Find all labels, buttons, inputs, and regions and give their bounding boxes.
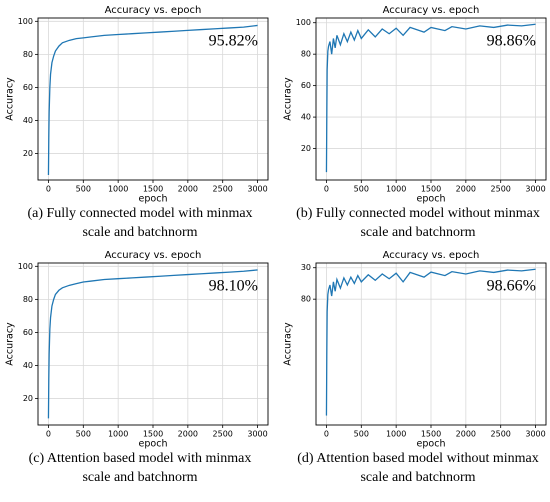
y-tick-label: 20: [23, 394, 33, 403]
x-tick-label: 500: [354, 430, 369, 439]
chart-title: Accuracy vs. epoch: [383, 5, 480, 16]
x-tick-label: 2000: [178, 185, 198, 194]
x-tick-label: 3000: [525, 185, 545, 194]
y-tick-label: 40: [23, 116, 33, 125]
y-tick-label: 100: [18, 17, 33, 26]
y-tick-label: 100: [18, 262, 33, 271]
y-tick-label: 40: [23, 361, 33, 370]
y-tick-label: 80: [301, 50, 311, 59]
x-tick-label: 1000: [108, 430, 128, 439]
x-tick-label: 1500: [143, 430, 163, 439]
x-tick-label: 2000: [456, 430, 476, 439]
x-tick-label: 3000: [247, 185, 267, 194]
x-tick-label: 1000: [386, 185, 406, 194]
x-tick-label: 500: [76, 430, 91, 439]
caption: scale and batchnorm: [360, 470, 475, 485]
chart-title: Accuracy vs. epoch: [105, 250, 202, 261]
x-tick-label: 500: [76, 185, 91, 194]
caption: (d) Attention based model without minmax: [297, 451, 538, 466]
caption: (a) Fully connected model with minmax: [27, 206, 252, 221]
x-tick-label: 1500: [143, 185, 163, 194]
x-tick-label: 1000: [386, 430, 406, 439]
accuracy-line: [47, 269, 258, 419]
annotation: 98.86%: [487, 33, 536, 50]
y-axis-label: Accuracy: [5, 322, 16, 366]
y-tick-label: 100: [296, 18, 311, 27]
x-axis-label: epoch: [417, 194, 446, 205]
y-tick-label: 40: [301, 113, 311, 122]
x-tick-label: 0: [324, 185, 329, 194]
caption: (b) Fully connected model without minmax: [296, 206, 540, 221]
y-tick-label: 20: [301, 144, 311, 153]
plot-frame: [37, 17, 269, 181]
x-tick-label: 1000: [108, 185, 128, 194]
caption: (c) Attention based model with minmax: [29, 451, 252, 466]
accuracy-line: [47, 24, 258, 176]
x-tick-label: 2000: [456, 185, 476, 194]
y-tick-label: 80: [23, 295, 33, 304]
x-tick-label: 3000: [247, 430, 267, 439]
x-tick-label: 2500: [491, 430, 511, 439]
y-tick-label: 20: [23, 149, 33, 158]
y-axis-label: Accuracy: [5, 77, 16, 121]
y-tick-label: 80: [301, 295, 311, 304]
annotation: 95.82%: [209, 33, 258, 50]
x-tick-label: 0: [46, 185, 51, 194]
y-axis-label: Accuracy: [283, 322, 294, 366]
plot-frame: [315, 262, 547, 426]
plot-frame: [37, 262, 269, 426]
y-tick-label: 60: [301, 81, 311, 90]
x-tick-label: 1500: [421, 430, 441, 439]
y-tick-label: 30: [301, 263, 311, 272]
plot-frame: [315, 17, 547, 181]
x-tick-label: 2000: [178, 430, 198, 439]
annotation: 98.66%: [487, 278, 536, 295]
y-tick-label: 60: [23, 328, 33, 337]
y-tick-label: 80: [23, 50, 33, 59]
accuracy-line: [325, 268, 536, 416]
chart-title: Accuracy vs. epoch: [383, 250, 480, 261]
caption: scale and batchnorm: [360, 225, 475, 240]
accuracy-line: [325, 23, 536, 173]
y-tick-label: 60: [23, 83, 33, 92]
chart-title: Accuracy vs. epoch: [105, 5, 202, 16]
x-tick-label: 2500: [213, 430, 233, 439]
x-tick-label: 0: [324, 430, 329, 439]
caption: scale and batchnorm: [82, 470, 197, 485]
x-tick-label: 2500: [491, 185, 511, 194]
x-axis-label: epoch: [417, 439, 446, 450]
x-tick-label: 1500: [421, 185, 441, 194]
x-tick-label: 0: [46, 430, 51, 439]
x-axis-label: epoch: [139, 194, 168, 205]
x-tick-label: 2500: [213, 185, 233, 194]
x-axis-label: epoch: [139, 439, 168, 450]
caption: scale and batchnorm: [82, 225, 197, 240]
y-axis-label: Accuracy: [283, 77, 294, 121]
x-tick-label: 500: [354, 185, 369, 194]
x-tick-label: 3000: [525, 430, 545, 439]
annotation: 98.10%: [209, 278, 258, 295]
